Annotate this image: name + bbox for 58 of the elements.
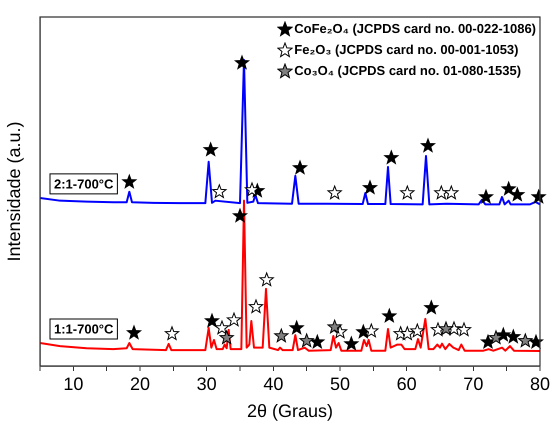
point <box>478 190 494 204</box>
point <box>300 333 314 348</box>
y-axis-title: Intensidade (a.u.) <box>4 121 24 262</box>
point <box>292 160 308 174</box>
x-tick-label: 60 <box>396 374 417 394</box>
x-axis-title: 2θ (Graus) <box>246 401 334 422</box>
point <box>410 324 424 338</box>
point <box>438 321 454 336</box>
point <box>362 180 378 194</box>
point <box>400 326 414 340</box>
point <box>204 142 218 156</box>
point <box>232 208 248 222</box>
legend-label: Co₃O₄ (JCPDS card no. 01-080-1535) <box>294 62 522 80</box>
point <box>310 334 324 348</box>
point <box>400 186 414 200</box>
point <box>364 324 378 338</box>
point <box>244 182 260 196</box>
point <box>260 272 274 286</box>
point <box>444 186 458 200</box>
point <box>420 138 436 152</box>
point <box>518 333 532 348</box>
point <box>328 186 342 200</box>
x-tick-label: 30 <box>196 374 217 394</box>
point <box>424 300 438 314</box>
x-tick-label: 10 <box>63 374 84 394</box>
point <box>506 329 520 344</box>
point <box>344 336 358 350</box>
x-tick-label: 40 <box>263 374 284 394</box>
point <box>456 322 472 336</box>
point <box>126 325 142 340</box>
point <box>274 328 288 342</box>
point <box>220 330 234 344</box>
point <box>528 334 544 348</box>
point <box>488 330 504 344</box>
point <box>164 326 180 340</box>
point <box>214 320 230 334</box>
series-label: 1:1-700°C <box>54 322 114 337</box>
point <box>532 190 546 204</box>
point <box>502 182 516 196</box>
point <box>248 299 264 314</box>
series-label: 2:1-700°C <box>54 176 114 192</box>
x-tick-label: 80 <box>530 374 550 394</box>
point <box>328 320 342 334</box>
x-tick-label: 50 <box>330 374 350 394</box>
legend-label: CoFe₂O₄ (JCPDS card no. 00-022-1086) <box>294 20 536 38</box>
point <box>122 174 136 188</box>
point <box>510 187 524 202</box>
point <box>384 150 398 164</box>
point <box>204 314 220 328</box>
x-tick-label: 70 <box>463 374 484 394</box>
point <box>290 320 304 334</box>
point <box>434 186 448 200</box>
point <box>212 184 226 198</box>
point <box>234 55 250 70</box>
point <box>382 308 396 322</box>
legend-label: Fe₂O₃ (JCPDS card no. 00-001-1053) <box>294 41 518 59</box>
x-tick-label: 20 <box>130 374 150 394</box>
point <box>226 312 242 326</box>
